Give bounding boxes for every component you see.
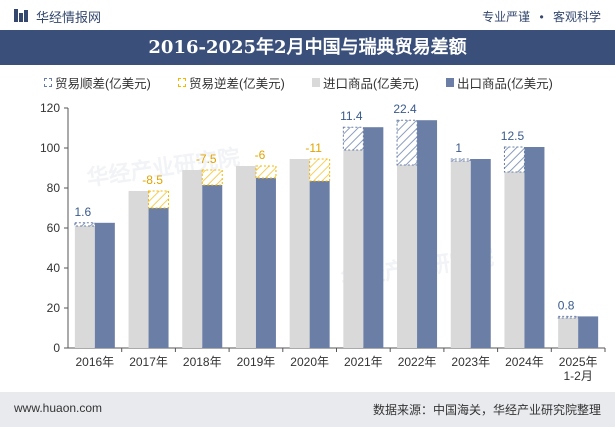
legend-swatch-surplus — [44, 77, 52, 87]
x-tick-label: 2022年 — [398, 355, 437, 369]
bar-chart: 0 20 40 60 80 100 120 2016年 2017年 2018年 2019年 2020年… — [40, 101, 606, 383]
deficit-marker — [255, 165, 277, 179]
export-bar — [255, 178, 276, 348]
y-tick-label: 100 — [40, 141, 60, 155]
surplus-value-label: 0.8 — [558, 298, 575, 312]
surplus-value-label: 1 — [455, 141, 462, 155]
legend-swatch-import — [312, 77, 320, 87]
deficit-marker — [201, 169, 223, 186]
export-bar — [363, 127, 384, 348]
legend-label-surplus: 贸易顺差(亿美元) — [55, 76, 151, 91]
surplus-value-label: 1.6 — [75, 205, 92, 219]
surplus-marker — [450, 158, 472, 162]
legend: 贸易顺差(亿美元) 贸易逆差(亿美元) 进口商品(亿美元) 出口商品(亿美元) — [0, 71, 615, 93]
y-tick-label: 40 — [47, 261, 61, 275]
export-bar — [309, 181, 330, 348]
legend-item-export: 出口商品(亿美元) — [446, 73, 553, 91]
tagline-right: 客观科学 — [552, 10, 601, 24]
import-bar — [343, 150, 364, 348]
import-bar — [558, 318, 579, 348]
import-bar — [397, 165, 418, 348]
import-bar — [504, 172, 525, 348]
import-bar — [289, 159, 310, 348]
import-bar — [235, 166, 256, 348]
legend-label-deficit: 贸易逆差(亿美元) — [189, 76, 285, 91]
legend-item-import: 进口商品(亿美元) — [312, 73, 419, 91]
deficit-marker — [309, 158, 331, 182]
export-bar — [148, 208, 169, 348]
deficit-marker — [148, 190, 170, 209]
legend-label-import: 进口商品(亿美元) — [323, 76, 419, 91]
deficit-value-label: -6 — [255, 148, 266, 162]
top-bar: 华经情报网 专业严谨 • 客观科学 — [0, 0, 615, 30]
x-tick-label: 2023年 — [451, 355, 490, 369]
x-tick-label: 2018年 — [183, 355, 222, 369]
legend-item-surplus: 贸易顺差(亿美元) — [44, 73, 151, 91]
brand-name: 华经情报网 — [36, 10, 102, 25]
legend-item-deficit: 贸易逆差(亿美元) — [178, 73, 285, 91]
brand-logo-icon — [14, 9, 28, 22]
import-bar — [128, 191, 149, 348]
y-tick-label: 60 — [47, 221, 61, 235]
y-tick-label: 20 — [47, 301, 61, 315]
deficit-value-label: -7.5 — [196, 152, 217, 166]
footer-source: 数据来源：中国海关，华经产业研究院整理 — [372, 403, 601, 417]
surplus-marker — [557, 315, 579, 319]
legend-swatch-export — [446, 77, 454, 87]
footer: www.huaon.com 数据来源：中国海关，华经产业研究院整理 — [0, 392, 615, 427]
legend-swatch-deficit — [178, 77, 186, 87]
tagline: 专业严谨 • 客观科学 — [482, 8, 601, 25]
data-labels: 1.6 -8.5 -7.5 -6 -11 11.4 22.4 1 12.5 0.8 — [75, 102, 575, 312]
x-tick-label: 2020年 — [290, 355, 329, 369]
title-band: 2016-2025年2月中国与瑞典贸易差额 — [0, 30, 615, 65]
import-bar — [450, 161, 471, 348]
x-tick-label: 2021年 — [344, 355, 383, 369]
surplus-marker — [503, 146, 525, 173]
y-tick-label: 80 — [47, 181, 61, 195]
y-tick-label: 120 — [40, 101, 60, 115]
deficit-value-label: -11 — [305, 141, 322, 155]
x-tick-label: 2017年 — [129, 355, 168, 369]
tagline-left: 专业严谨 — [482, 10, 531, 24]
surplus-value-label: 22.4 — [393, 102, 417, 116]
surplus-marker — [342, 126, 364, 151]
bars — [74, 119, 599, 348]
import-bar — [74, 226, 95, 348]
x-tick-label: 2016年 — [75, 355, 114, 369]
export-bar — [470, 159, 491, 348]
axes: 0 20 40 60 80 100 120 2016年 2017年 2018年 2019年 2020年… — [40, 101, 606, 383]
y-tick-label: 0 — [53, 341, 60, 355]
import-bar — [182, 170, 203, 348]
surplus-marker — [396, 119, 418, 166]
surplus-value-label: 12.5 — [501, 129, 525, 143]
surplus-marker — [74, 222, 96, 227]
export-bar — [578, 316, 599, 348]
export-bar — [202, 185, 223, 348]
x-tick-label: 2019年 — [237, 355, 276, 369]
chart-title: 2016-2025年2月中国与瑞典贸易差额 — [148, 37, 467, 58]
legend-label-export: 出口商品(亿美元) — [457, 76, 553, 91]
deficit-value-label: -8.5 — [142, 173, 163, 187]
tagline-separator: • — [539, 10, 544, 24]
export-bar — [417, 120, 438, 348]
x-tick-label: 2025年 — [559, 355, 598, 369]
x-tick-label: 1-2月 — [563, 369, 592, 383]
footer-url: www.huaon.com — [14, 401, 103, 415]
export-bar — [524, 147, 545, 348]
x-tick-label: 2024年 — [505, 355, 544, 369]
export-bar — [94, 222, 115, 348]
surplus-value-label: 11.4 — [340, 109, 363, 123]
